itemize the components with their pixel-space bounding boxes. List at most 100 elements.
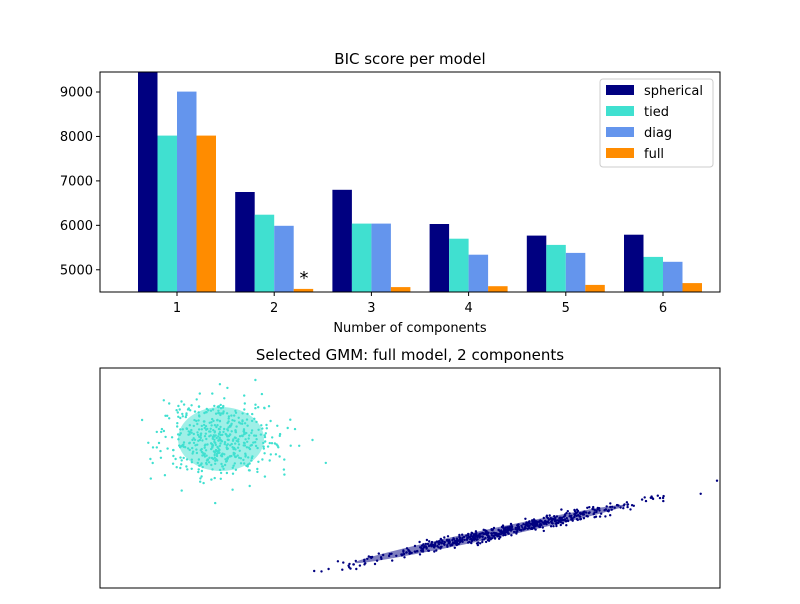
scatter-point-component-1	[278, 432, 282, 436]
scatter-point-component-1	[265, 423, 268, 427]
scatter-point-component-2	[418, 553, 422, 556]
scatter-point-component-2	[699, 492, 702, 495]
scatter-point-component-2	[658, 496, 662, 500]
component-ellipse-2	[355, 504, 625, 564]
scatter-point-component-2	[354, 559, 357, 563]
scatter-point-component-2	[347, 564, 350, 567]
x-tick-label: 5	[562, 301, 570, 316]
scatter-point-component-2	[443, 536, 446, 539]
scatter-point-component-1	[214, 501, 217, 505]
scatter-point-component-1	[182, 403, 186, 406]
scatter-point-component-2	[479, 542, 482, 545]
bar-spherical-3	[332, 189, 352, 292]
scatter-point-component-1	[199, 480, 202, 483]
scatter-point-component-1	[199, 477, 202, 480]
scatter-point-component-1	[269, 453, 272, 456]
scatter-point-component-1	[282, 468, 286, 471]
scatter-point-component-2	[433, 550, 436, 553]
scatter-point-component-2	[565, 524, 568, 527]
scatter-point-component-2	[327, 567, 330, 571]
scatter-point-component-2	[630, 504, 634, 507]
scatter-point-component-1	[256, 470, 259, 474]
bar-diag-4	[468, 254, 489, 292]
scatter-point-component-2	[609, 502, 612, 505]
scatter-point-component-2	[555, 524, 558, 528]
scatter-point-component-1	[260, 424, 263, 427]
scatter-point-component-2	[364, 562, 367, 565]
scatter-point-component-2	[355, 567, 358, 571]
scatter-point-component-2	[510, 534, 513, 537]
scatter-point-component-1	[151, 461, 154, 465]
scatter-point-component-2	[626, 503, 630, 506]
y-axis-ticks: 5000 6000 7000 8000 9000	[60, 86, 100, 278]
bar-spherical-4	[429, 224, 450, 292]
scatter-point-component-1	[225, 471, 229, 475]
bar-diag-6	[663, 261, 683, 292]
scatter-point-component-2	[403, 556, 406, 559]
scatter-point-component-1	[262, 447, 265, 450]
scatter-point-component-1	[172, 448, 175, 452]
scatter-point-component-2	[594, 515, 598, 518]
bar-spherical-5	[526, 235, 547, 292]
scatter-point-component-2	[598, 515, 602, 518]
scatter-point-component-2	[661, 496, 665, 500]
bar-full-5	[585, 284, 605, 292]
scatter-point-component-1	[263, 452, 266, 455]
scatter-point-component-1	[160, 427, 164, 431]
scatter-point-component-1	[218, 383, 222, 386]
scatter-point-component-1	[179, 456, 182, 459]
scatter-point-component-1	[151, 446, 155, 449]
scatter-point-component-1	[162, 429, 166, 433]
scatter-point-component-1	[234, 468, 238, 471]
scatter-point-component-2	[373, 562, 377, 566]
scatter-point-component-1	[264, 440, 267, 443]
scatter-point-component-1	[195, 398, 198, 401]
scatter-point-component-2	[586, 506, 589, 509]
scatter-point-component-1	[243, 402, 246, 405]
scatter-point-component-1	[243, 394, 246, 397]
scatter-point-component-2	[367, 555, 370, 558]
scatter-point-component-1	[260, 392, 264, 396]
scatter-point-component-2	[662, 499, 665, 503]
legend-label-diag: diag	[644, 126, 672, 141]
scatter-point-component-1	[219, 471, 223, 475]
scatter-point-component-1	[261, 458, 264, 461]
scatter-point-component-1	[180, 463, 183, 466]
scatter-point-component-2	[475, 542, 479, 545]
component-ellipse-1	[178, 407, 264, 471]
scatter-point-component-2	[446, 535, 450, 538]
scatter-point-component-1	[190, 404, 193, 407]
x-tick-label: 2	[270, 301, 278, 316]
scatter-point-component-1	[178, 408, 181, 411]
legend-label-tied: tied	[644, 105, 669, 120]
scatter-point-component-1	[268, 441, 271, 445]
scatter-point-component-2	[348, 562, 351, 566]
scatter-point-component-1	[286, 426, 289, 430]
gmm-scatter-chart: Selected GMM: full model, 2 components	[99, 346, 721, 589]
bar-chart-frame	[99, 71, 721, 293]
bar-full-2	[293, 288, 314, 292]
scatter-point-component-1	[181, 415, 184, 418]
scatter-point-component-1	[166, 447, 169, 450]
scatter-point-component-2	[542, 529, 545, 533]
legend-label-full: full	[644, 147, 664, 162]
scatter-point-component-1	[168, 417, 171, 420]
scatter-point-component-1	[147, 441, 150, 444]
scatter-point-component-2	[560, 508, 563, 511]
scatter-point-component-1	[176, 425, 179, 428]
scatter-point-component-2	[487, 539, 491, 542]
scatter-point-component-1	[140, 418, 144, 422]
scatter-point-component-1	[283, 458, 286, 461]
scatter-point-component-1	[219, 403, 222, 407]
scatter-point-component-1	[200, 475, 203, 478]
scatter-point-component-2	[313, 569, 316, 573]
scatter-point-component-1	[265, 427, 268, 430]
scatter-point-component-2	[341, 568, 344, 571]
scatter-point-component-1	[289, 444, 292, 447]
scatter-point-component-1	[163, 474, 167, 477]
scatter-point-component-1	[271, 436, 274, 439]
scatter-point-component-1	[193, 410, 197, 413]
scatter-point-component-2	[650, 495, 653, 498]
scatter-point-component-1	[283, 473, 286, 476]
